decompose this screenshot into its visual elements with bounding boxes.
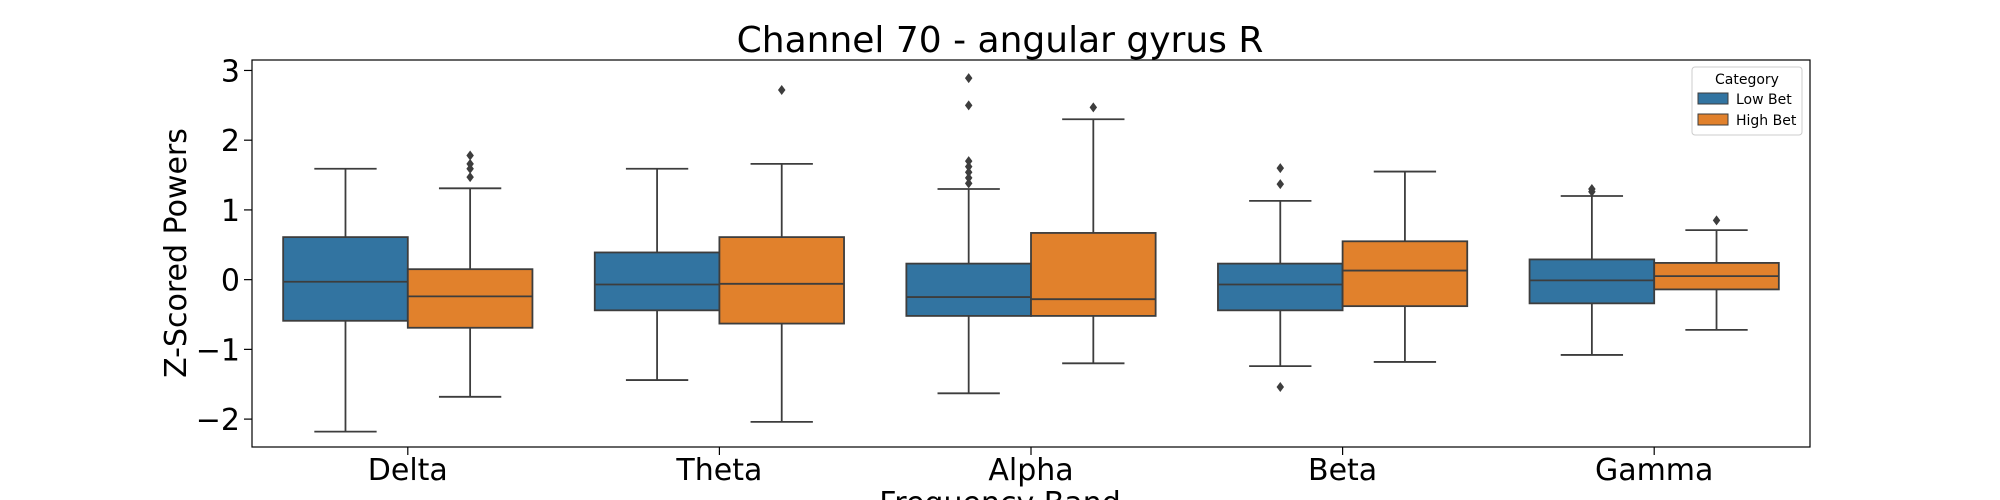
box-iqr [406, 268, 534, 329]
outlier-point [777, 84, 786, 95]
outlier-point [1712, 215, 1721, 226]
x-tick-label: Beta [1308, 453, 1377, 488]
outlier-point [964, 161, 973, 172]
outlier-point [1089, 102, 1098, 113]
legend-swatch [1697, 92, 1729, 105]
outlier-point [964, 178, 973, 189]
x-tick-label: Alpha [988, 453, 1073, 488]
legend-label: High Bet [1736, 113, 1797, 129]
outlier-point [964, 73, 973, 84]
box-iqr [1528, 258, 1656, 305]
y-tick-label: −2 [196, 403, 240, 438]
x-axis-label: Frequency Band [879, 486, 1121, 500]
y-axis-label: Z-Scored Powers [159, 128, 194, 378]
box-group [593, 167, 721, 381]
box-group [1341, 170, 1469, 363]
box-iqr [593, 251, 721, 312]
box-group [1217, 163, 1344, 393]
x-tick-label: Delta [368, 453, 448, 488]
plot-area: 3 2 1 0 −1 −2 Delta Theta Alpha Beta Gamma [196, 54, 1811, 488]
legend-swatch [1697, 113, 1729, 126]
outlier-point [964, 172, 973, 183]
x-tick-label: Gamma [1595, 453, 1713, 488]
box-iqr [282, 236, 409, 322]
y-tick-label: 3 [221, 54, 240, 89]
box-group [718, 84, 845, 423]
x-tick-label: Theta [675, 453, 762, 488]
box-iqr [718, 236, 845, 325]
outlier-point [1276, 382, 1285, 393]
outlier-point [964, 156, 973, 167]
y-tick-label: 0 [221, 264, 240, 299]
box-group [1528, 184, 1656, 356]
y-tick-label: −1 [196, 333, 240, 368]
outlier-point [466, 150, 474, 161]
chart-title: Channel 70 - angular gyrus R [737, 20, 1264, 61]
legend: Category Low Bet High Bet [1691, 66, 1803, 136]
outlier-point [466, 158, 474, 169]
outlier-point [1588, 184, 1596, 194]
box-group [905, 73, 1032, 395]
outlier-point [964, 167, 973, 178]
y-tick-label: 2 [221, 124, 240, 159]
outlier-point [466, 172, 474, 183]
box-group [406, 150, 534, 398]
box-group [1030, 102, 1157, 365]
box-iqr [905, 262, 1032, 317]
outlier-point [1276, 179, 1285, 190]
y-tick-label: 1 [221, 194, 240, 229]
legend-label: Low Bet [1736, 92, 1792, 108]
box-iqr [1217, 262, 1344, 312]
box-group [282, 167, 409, 433]
outlier-point [964, 100, 973, 111]
outlier-point [1276, 163, 1285, 174]
box-group [1653, 215, 1780, 331]
box-iqr [1030, 232, 1157, 317]
legend-title: Category [1715, 72, 1779, 88]
box-iqr [1341, 240, 1469, 308]
